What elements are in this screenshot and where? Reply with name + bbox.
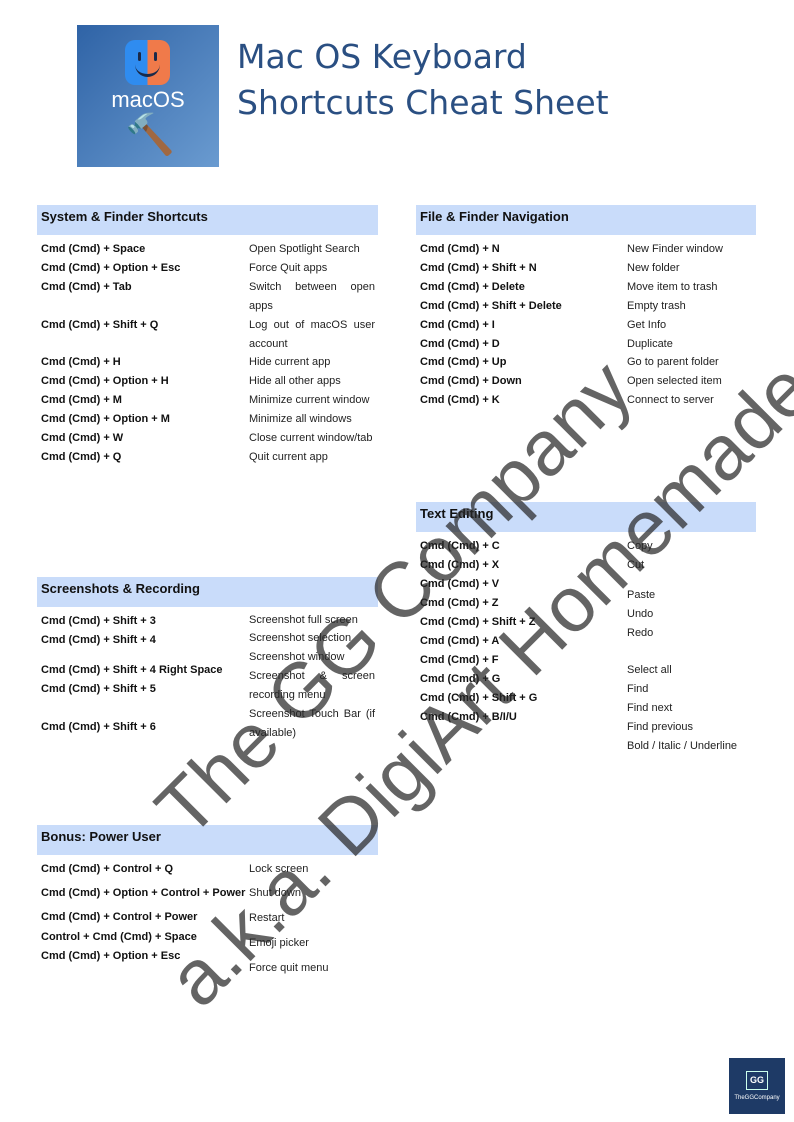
hammer-icon: 🔨 (125, 113, 175, 157)
shortcut-key: Cmd (Cmd) + Shift + Q (41, 319, 159, 331)
shortcut-key: Cmd (Cmd) + X (420, 559, 500, 571)
shortcut-description: Cut (627, 559, 645, 571)
shortcut-key: Cmd (Cmd) + Option + Esc (41, 262, 181, 274)
shortcut-key: Cmd (Cmd) + B/I/U (420, 711, 517, 723)
shortcut-description: Redo (627, 627, 654, 639)
shortcut-key: Cmd (Cmd) + Shift + 5 (41, 683, 156, 695)
shortcut-key: Cmd (Cmd) + V (420, 578, 500, 590)
footer-company-logo: GG TheGGCompany (729, 1058, 785, 1114)
shortcut-description: Minimize all windows (249, 413, 352, 425)
shortcut-key: Cmd (Cmd) + Option + M (41, 413, 170, 425)
shortcut-description: Duplicate (627, 338, 673, 350)
shortcut-key: Cmd (Cmd) + Option + Control + Power (41, 887, 246, 899)
shortcut-description: Screenshot Touch Bar (if available) (249, 708, 375, 739)
shortcut-description: Connect to server (627, 394, 714, 406)
shortcut-description: New Finder window (627, 243, 723, 255)
shortcut-key: Cmd (Cmd) + I (420, 319, 495, 331)
gg-chip-icon: GG (746, 1071, 768, 1090)
shortcut-description: Find (627, 683, 649, 695)
shortcut-key: Cmd (Cmd) + C (420, 540, 500, 552)
section-header: File & Finder Navigation (416, 205, 756, 235)
shortcut-key: Cmd (Cmd) + Option + H (41, 375, 169, 387)
shortcut-description: Screenshot & screen recording menu (249, 670, 375, 701)
shortcut-key: Cmd (Cmd) + A (420, 635, 500, 647)
shortcut-description: Hide all other apps (249, 375, 341, 387)
shortcut-key: Cmd (Cmd) + W (41, 432, 124, 444)
shortcut-description: Lock screen (249, 863, 309, 875)
shortcut-key: Cmd (Cmd) + Up (420, 356, 507, 368)
shortcut-key: Cmd (Cmd) + Shift + 4 (41, 634, 156, 646)
footer-company-name: TheGGCompany (734, 1095, 780, 1101)
logo-text: macOS (111, 87, 185, 112)
shortcut-description: Go to parent folder (627, 356, 719, 368)
title-line-1: Mac OS Keyboard (237, 37, 527, 76)
shortcut-description: Empty trash (627, 300, 686, 312)
shortcut-key: Cmd (Cmd) + Z (420, 597, 499, 609)
shortcut-description: Get Info (627, 319, 667, 331)
shortcut-key: Cmd (Cmd) + D (420, 338, 500, 350)
shortcut-description: Force quit menu (249, 962, 329, 974)
page-title: Mac OS Keyboard Shortcuts Cheat Sheet (237, 34, 609, 126)
shortcut-description: Copy (627, 540, 653, 552)
shortcut-key: Cmd (Cmd) + Shift + G (420, 692, 538, 704)
macos-logo: macOS 🔨 (77, 25, 219, 167)
shortcut-key: Cmd (Cmd) + Shift + Z (420, 616, 536, 628)
shortcut-description: Restart (249, 912, 285, 924)
shortcut-key: Cmd (Cmd) + Shift + N (420, 262, 537, 274)
shortcut-key: Cmd (Cmd) + Tab (41, 281, 132, 293)
shortcut-description: Screenshot window (249, 651, 345, 663)
shortcut-description: Quit current app (249, 451, 328, 463)
shortcut-key: Cmd (Cmd) + Delete (420, 281, 525, 293)
shortcut-description: Screenshot selection (249, 632, 352, 644)
shortcut-description: Force Quit apps (249, 262, 328, 274)
shortcut-description: Log out of macOS user account (249, 319, 375, 350)
section-header: System & Finder Shortcuts (37, 205, 378, 235)
shortcut-description: Open selected item (627, 375, 722, 387)
shortcut-description: New folder (627, 262, 680, 274)
shortcut-key: Cmd (Cmd) + Shift + 4 Right Space (41, 664, 223, 676)
shortcut-key: Cmd (Cmd) + Space (41, 243, 146, 255)
shortcut-key: Cmd (Cmd) + G (420, 673, 501, 685)
shortcut-key: Cmd (Cmd) + F (420, 654, 499, 666)
shortcut-key: Cmd (Cmd) + H (41, 356, 121, 368)
finder-icon (125, 40, 170, 85)
shortcut-description: Find previous (627, 721, 694, 733)
shortcut-description: Shut down (249, 887, 301, 899)
shortcut-description: Screenshot full screen (249, 614, 358, 626)
shortcut-description: Emoji picker (249, 937, 309, 949)
shortcut-key: Cmd (Cmd) + M (41, 394, 122, 406)
shortcut-key: Cmd (Cmd) + Option + Esc (41, 950, 181, 962)
shortcut-key: Cmd (Cmd) + Shift + Delete (420, 300, 562, 312)
section-header: Bonus: Power User (37, 825, 378, 855)
shortcut-description: Select all (627, 664, 672, 676)
shortcut-key: Cmd (Cmd) + Down (420, 375, 522, 387)
shortcut-description: Hide current app (249, 356, 331, 368)
shortcut-description: Paste (627, 589, 656, 601)
shortcut-description: Find next (627, 702, 673, 714)
shortcut-description: Undo (627, 608, 654, 620)
section-header: Text Editing (416, 502, 756, 532)
shortcut-description: Open Spotlight Search (249, 243, 360, 255)
shortcut-key: Cmd (Cmd) + N (420, 243, 500, 255)
shortcut-description: Minimize current window (249, 394, 370, 406)
shortcut-key: Cmd (Cmd) + Control + Power (41, 911, 198, 923)
shortcut-description: Close current window/tab (249, 432, 373, 444)
shortcut-key: Cmd (Cmd) + Shift + 6 (41, 721, 156, 733)
shortcut-description: Switch between open apps (249, 281, 375, 312)
shortcut-description: Bold / Italic / Underline (627, 740, 738, 752)
section-header: Screenshots & Recording (37, 577, 378, 607)
shortcut-key: Cmd (Cmd) + Shift + 3 (41, 615, 156, 627)
shortcut-key: Cmd (Cmd) + Control + Q (41, 863, 173, 875)
shortcut-key: Cmd (Cmd) + K (420, 394, 500, 406)
shortcut-key: Control + Cmd (Cmd) + Space (41, 931, 197, 943)
title-line-2: Shortcuts Cheat Sheet (237, 83, 609, 122)
shortcut-key: Cmd (Cmd) + Q (41, 451, 122, 463)
shortcut-description: Move item to trash (627, 281, 718, 293)
